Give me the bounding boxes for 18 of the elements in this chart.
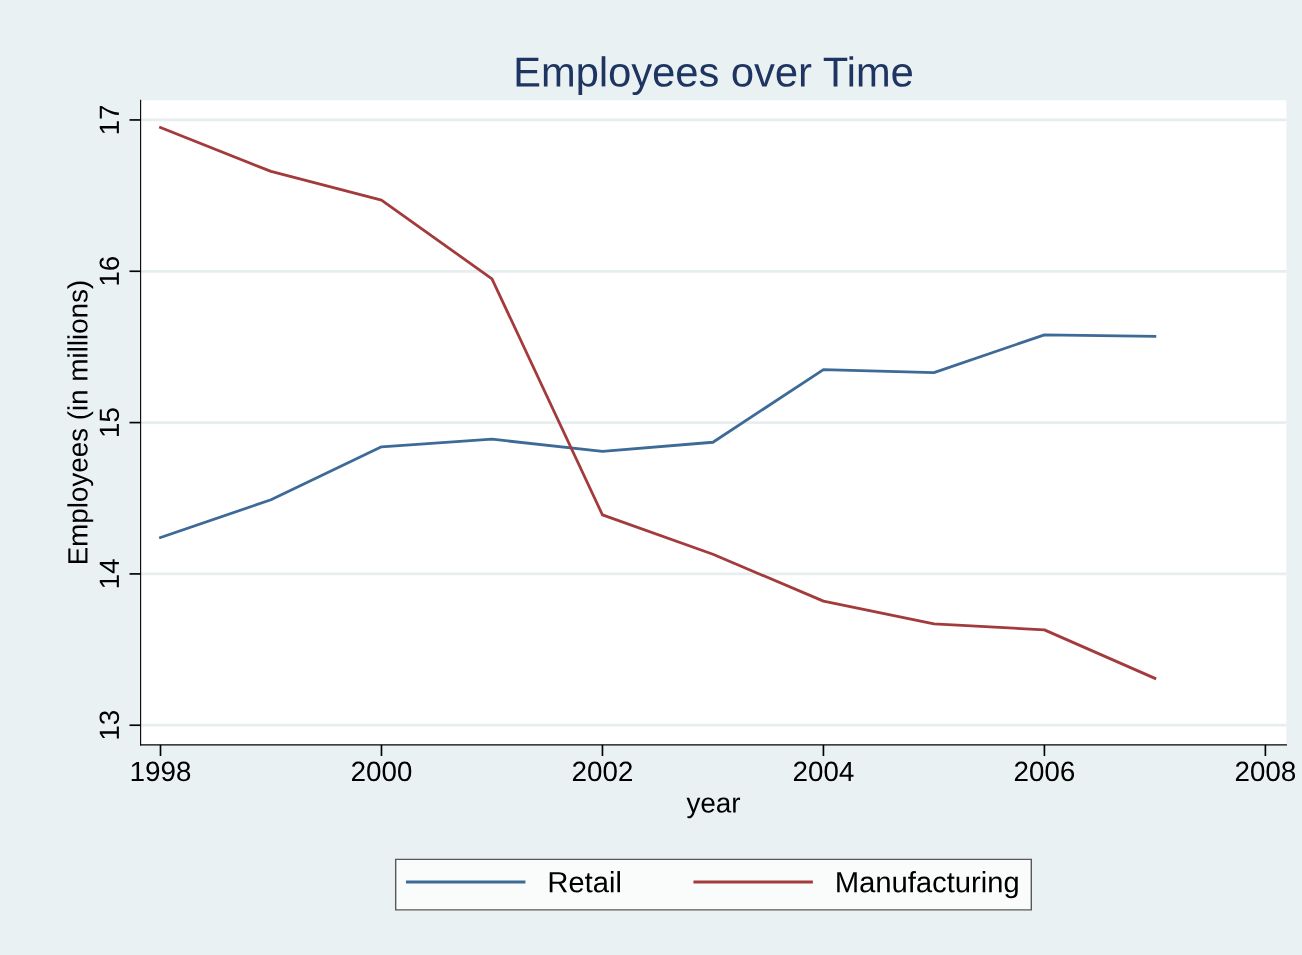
y-tick-label: 13 [99,711,120,739]
x-tick-label: 2004 [793,761,854,782]
legend-label: Manufacturing [837,871,1018,899]
y-tick-label: 17 [99,105,119,134]
x-axis-title: year [686,797,741,819]
line-series [159,333,1157,539]
line-series [159,126,1157,680]
x-tick-label: 2002 [572,761,632,782]
x-tick-label: 2008 [1235,761,1296,782]
y-tick-label: 15 [99,408,120,436]
y-tick-label: 16 [99,257,120,285]
chart-title: Employees over Time [516,56,912,96]
x-tick-label: 2000 [351,761,412,782]
legend-label: Retail [549,871,620,893]
x-tick-label: 2006 [1014,761,1075,782]
x-tick-label: 1998 [131,761,191,782]
y-axis-title: Employees (in millions) [67,281,94,564]
y-tick-label: 14 [99,559,119,588]
